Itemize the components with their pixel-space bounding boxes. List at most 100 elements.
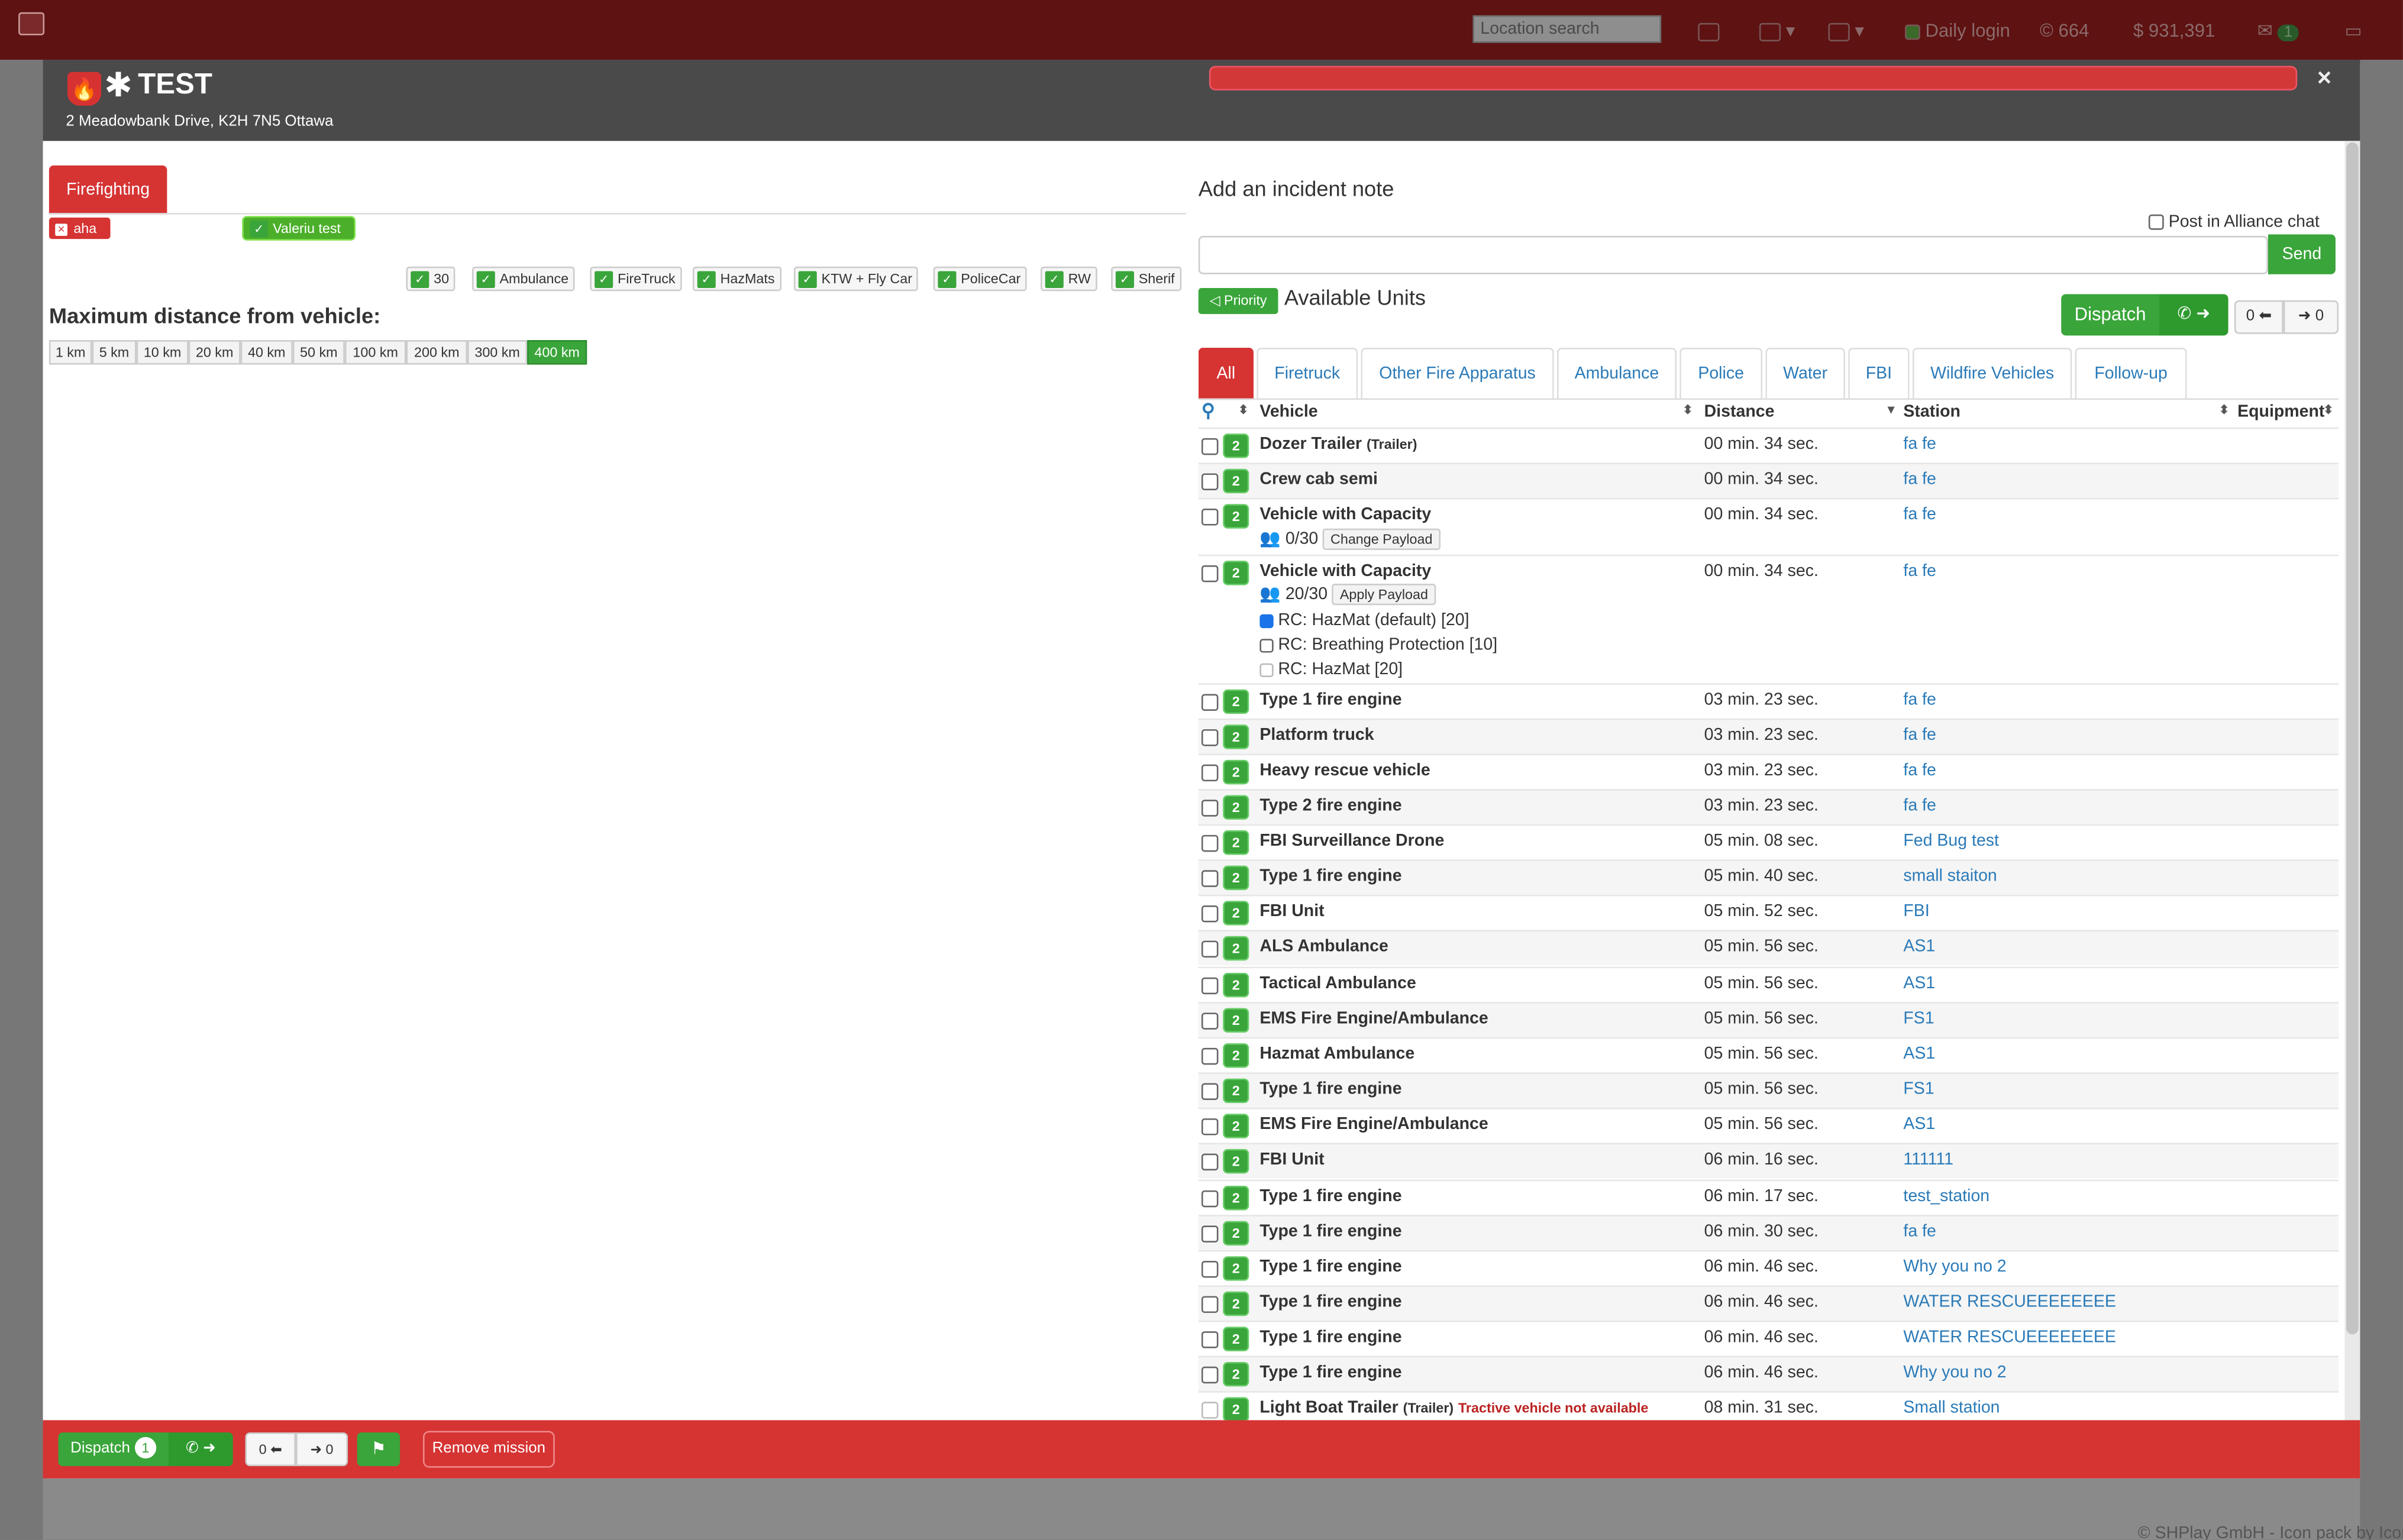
column-distance[interactable]: Distance — [1704, 403, 1775, 422]
row-checkbox[interactable] — [1201, 1296, 1219, 1313]
finish-flag-icon[interactable]: ⚑ — [357, 1432, 400, 1467]
vehicle-name[interactable]: FBI Unit — [1259, 902, 1324, 921]
distance-100km[interactable]: 100 km — [344, 340, 406, 365]
vehicle-name[interactable]: Type 1 fire engine — [1259, 1080, 1401, 1098]
station-link[interactable]: small staiton — [1903, 867, 1997, 886]
credits-counter[interactable]: $ 931,391 — [2133, 20, 2215, 41]
distance-10km[interactable]: 10 km — [136, 340, 189, 365]
vehicle-name[interactable]: EMS Fire Engine/Ambulance — [1259, 1010, 1488, 1028]
sort-icon[interactable]: ⬍ — [2219, 403, 2230, 417]
vehicle-name[interactable]: Type 1 fire engine — [1259, 867, 1401, 885]
station-link[interactable]: fa fe — [1903, 691, 1936, 710]
vehicle-name[interactable]: FBI Unit — [1259, 1150, 1324, 1169]
table-row[interactable]: 2 Hazmat Ambulance 05 min. 56 sec. AS1 — [1198, 1037, 2339, 1073]
filter-rw[interactable]: ✓ RW — [1040, 266, 1097, 292]
station-link[interactable]: FS1 — [1903, 1010, 1934, 1028]
table-row[interactable]: 2 Type 1 fire engine 06 min. 30 sec. fa fe — [1198, 1215, 2339, 1250]
list-icon[interactable] — [1698, 20, 1720, 41]
table-row[interactable]: 2 Platform truck 03 min. 23 sec. fa fe — [1198, 718, 2339, 754]
footer-previous-button[interactable]: 0 ⬅ — [245, 1432, 296, 1467]
table-row[interactable]: 2 Crew cab semi 00 min. 34 sec. fa fe — [1198, 462, 2339, 498]
tab-other-fire-apparatus[interactable]: Other Fire Apparatus — [1361, 348, 1554, 400]
station-link[interactable]: fa fe — [1903, 470, 1936, 489]
row-checkbox[interactable] — [1201, 1331, 1219, 1348]
station-link[interactable]: FS1 — [1903, 1080, 1934, 1099]
row-checkbox[interactable] — [1201, 940, 1219, 958]
station-link[interactable]: AS1 — [1903, 1044, 1936, 1063]
remove-mission-button[interactable]: Remove mission — [424, 1432, 554, 1467]
payload-option[interactable]: RC: Breathing Protection [10] — [1259, 636, 1497, 654]
tag-valeriu[interactable]: ✓ Valeriu test — [243, 217, 354, 240]
footer-next-button[interactable]: ➜ 0 — [295, 1432, 348, 1467]
table-row[interactable]: 2 Type 1 fire engine 06 min. 46 sec. WATER … — [1198, 1321, 2339, 1356]
vehicle-name[interactable]: Hazmat Ambulance — [1259, 1045, 1414, 1063]
priority-button[interactable]: ◁ Priority — [1198, 288, 1278, 315]
station-link[interactable]: WATER RESCUEEEEEEEE — [1903, 1293, 2116, 1312]
vehicle-name[interactable]: Vehicle with Capacity — [1259, 506, 1431, 524]
table-row[interactable]: 2 Type 1 fire engine 06 min. 46 sec. Why yo… — [1198, 1250, 2339, 1286]
row-checkbox[interactable] — [1201, 1118, 1219, 1135]
previous-mission-button[interactable]: 0 ⬅ — [2234, 300, 2284, 334]
station-link[interactable]: AS1 — [1903, 937, 1936, 956]
row-checkbox[interactable] — [1201, 1225, 1219, 1243]
filter-ktw-fly-car[interactable]: ✓ KTW + Fly Car — [793, 266, 919, 292]
vehicle-name[interactable]: EMS Fire Engine/Ambulance — [1259, 1115, 1488, 1134]
alliance-menu-icon[interactable]: ▾ — [1828, 20, 1864, 41]
distance-200km[interactable]: 200 km — [406, 340, 468, 365]
row-checkbox[interactable] — [1201, 1260, 1219, 1278]
tab-follow-up[interactable]: Follow-up — [2075, 348, 2187, 400]
station-link[interactable]: fa fe — [1903, 726, 1936, 745]
row-checkbox[interactable] — [1201, 1190, 1219, 1208]
user-menu-icon[interactable]: ▾ — [1759, 20, 1795, 41]
footer-dispatch-next-button[interactable]: ✆ ➜ — [168, 1432, 233, 1467]
row-checkbox[interactable] — [1201, 729, 1219, 746]
chat-icon[interactable]: ▭ — [2344, 20, 2362, 41]
table-row[interactable]: 2 FBI Unit 06 min. 16 sec. 111111 — [1198, 1143, 2339, 1179]
station-link[interactable]: WATER RESCUEEEEEEEE — [1903, 1328, 2116, 1347]
table-row[interactable]: 2 Heavy rescue vehicle 03 min. 23 sec. fa f… — [1198, 753, 2339, 790]
vehicle-name[interactable]: Tactical Ambulance — [1259, 975, 1416, 993]
tab-firetruck[interactable]: Firetruck — [1257, 348, 1358, 400]
coins-counter[interactable]: © 664 — [2039, 20, 2089, 41]
station-link[interactable]: fa fe — [1903, 797, 1936, 816]
station-link[interactable]: fa fe — [1903, 562, 1936, 581]
post-alliance-checkbox[interactable]: Post in Alliance chat — [2148, 213, 2320, 231]
station-link[interactable]: fa fe — [1903, 1222, 1936, 1241]
row-checkbox[interactable] — [1201, 870, 1219, 887]
send-button[interactable]: Send — [2268, 234, 2336, 274]
station-link[interactable]: Why you no 2 — [1903, 1363, 2007, 1382]
footer-dispatch-button[interactable]: Dispatch 1 — [58, 1432, 169, 1467]
row-checkbox[interactable] — [1201, 1402, 1219, 1419]
tab-police[interactable]: Police — [1679, 348, 1763, 400]
table-row[interactable]: 2 Type 1 fire engine 03 min. 23 sec. fa fe — [1198, 683, 2339, 719]
filter-policecar[interactable]: ✓ PoliceCar — [933, 266, 1027, 292]
filter-firetruck[interactable]: ✓ FireTruck — [590, 266, 682, 292]
logo-icon[interactable] — [18, 12, 45, 35]
payload-option[interactable]: RC: HazMat [20] — [1259, 661, 1403, 679]
sort-icon[interactable]: ⬍ — [2323, 403, 2334, 417]
location-search-input[interactable]: Location search — [1472, 15, 1662, 43]
apply-payload-button[interactable]: Apply Payload — [1332, 583, 1436, 606]
vehicle-name[interactable]: Type 2 fire engine — [1259, 797, 1401, 815]
vehicle-name[interactable]: Platform truck — [1259, 726, 1374, 745]
table-row[interactable]: 2 Type 1 fire engine 06 min. 17 sec. test_s… — [1198, 1179, 2339, 1215]
row-checkbox[interactable] — [1201, 438, 1219, 455]
distance-300km[interactable]: 300 km — [467, 340, 528, 365]
row-checkbox[interactable] — [1201, 509, 1219, 526]
close-icon[interactable]: × — [2317, 66, 2332, 92]
table-row[interactable]: 2 FBI Surveillance Drone 05 min. 08 sec. Fe… — [1198, 824, 2339, 860]
filter-ambulance[interactable]: ✓ Ambulance — [471, 266, 575, 292]
vehicle-name[interactable]: Type 1 fire engine — [1259, 1328, 1401, 1347]
tab-firefighting[interactable]: Firefighting — [49, 165, 167, 215]
table-row[interactable]: 2 Type 1 fire engine 06 min. 46 sec. Why yo… — [1198, 1355, 2339, 1392]
row-checkbox[interactable] — [1201, 1153, 1219, 1171]
station-link[interactable]: 111111 — [1903, 1150, 1953, 1169]
row-checkbox[interactable] — [1201, 473, 1219, 490]
vehicle-name[interactable]: Crew cab semi — [1259, 470, 1378, 488]
dispatch-button[interactable]: Dispatch — [2061, 294, 2160, 336]
table-row[interactable]: 2 Dozer Trailer (Trailer) 00 min. 34 sec. f… — [1198, 427, 2339, 463]
messages-icon[interactable]: ✉ 1 — [2257, 20, 2299, 41]
row-checkbox[interactable] — [1201, 694, 1219, 711]
tab-all[interactable]: All — [1198, 348, 1254, 400]
table-row[interactable]: 2 Vehicle with Capacity 00 min. 34 sec. fa … — [1198, 497, 2339, 555]
